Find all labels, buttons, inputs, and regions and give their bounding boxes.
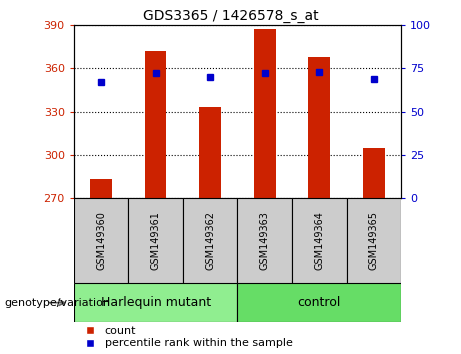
Text: GSM149362: GSM149362 — [205, 211, 215, 270]
Text: genotype/variation: genotype/variation — [5, 298, 111, 308]
Text: Harlequin mutant: Harlequin mutant — [100, 296, 211, 309]
Bar — [199, 107, 221, 198]
Bar — [183, 198, 237, 283]
Bar — [347, 198, 401, 283]
Text: GSM149361: GSM149361 — [151, 211, 160, 270]
Text: control: control — [297, 296, 341, 309]
Bar — [363, 148, 384, 198]
Bar — [308, 57, 330, 198]
Bar — [292, 198, 347, 283]
Bar — [254, 29, 276, 198]
Bar — [237, 283, 401, 322]
Legend: count, percentile rank within the sample: count, percentile rank within the sample — [79, 326, 293, 348]
Bar — [128, 198, 183, 283]
Text: GSM149363: GSM149363 — [260, 211, 270, 270]
Text: GSM149364: GSM149364 — [314, 211, 324, 270]
Text: GSM149365: GSM149365 — [369, 211, 379, 270]
Text: GSM149360: GSM149360 — [96, 211, 106, 270]
Bar — [74, 283, 237, 322]
Bar — [145, 51, 166, 198]
Bar — [90, 179, 112, 198]
Text: GDS3365 / 1426578_s_at: GDS3365 / 1426578_s_at — [143, 9, 318, 23]
Bar — [237, 198, 292, 283]
Bar — [74, 198, 128, 283]
